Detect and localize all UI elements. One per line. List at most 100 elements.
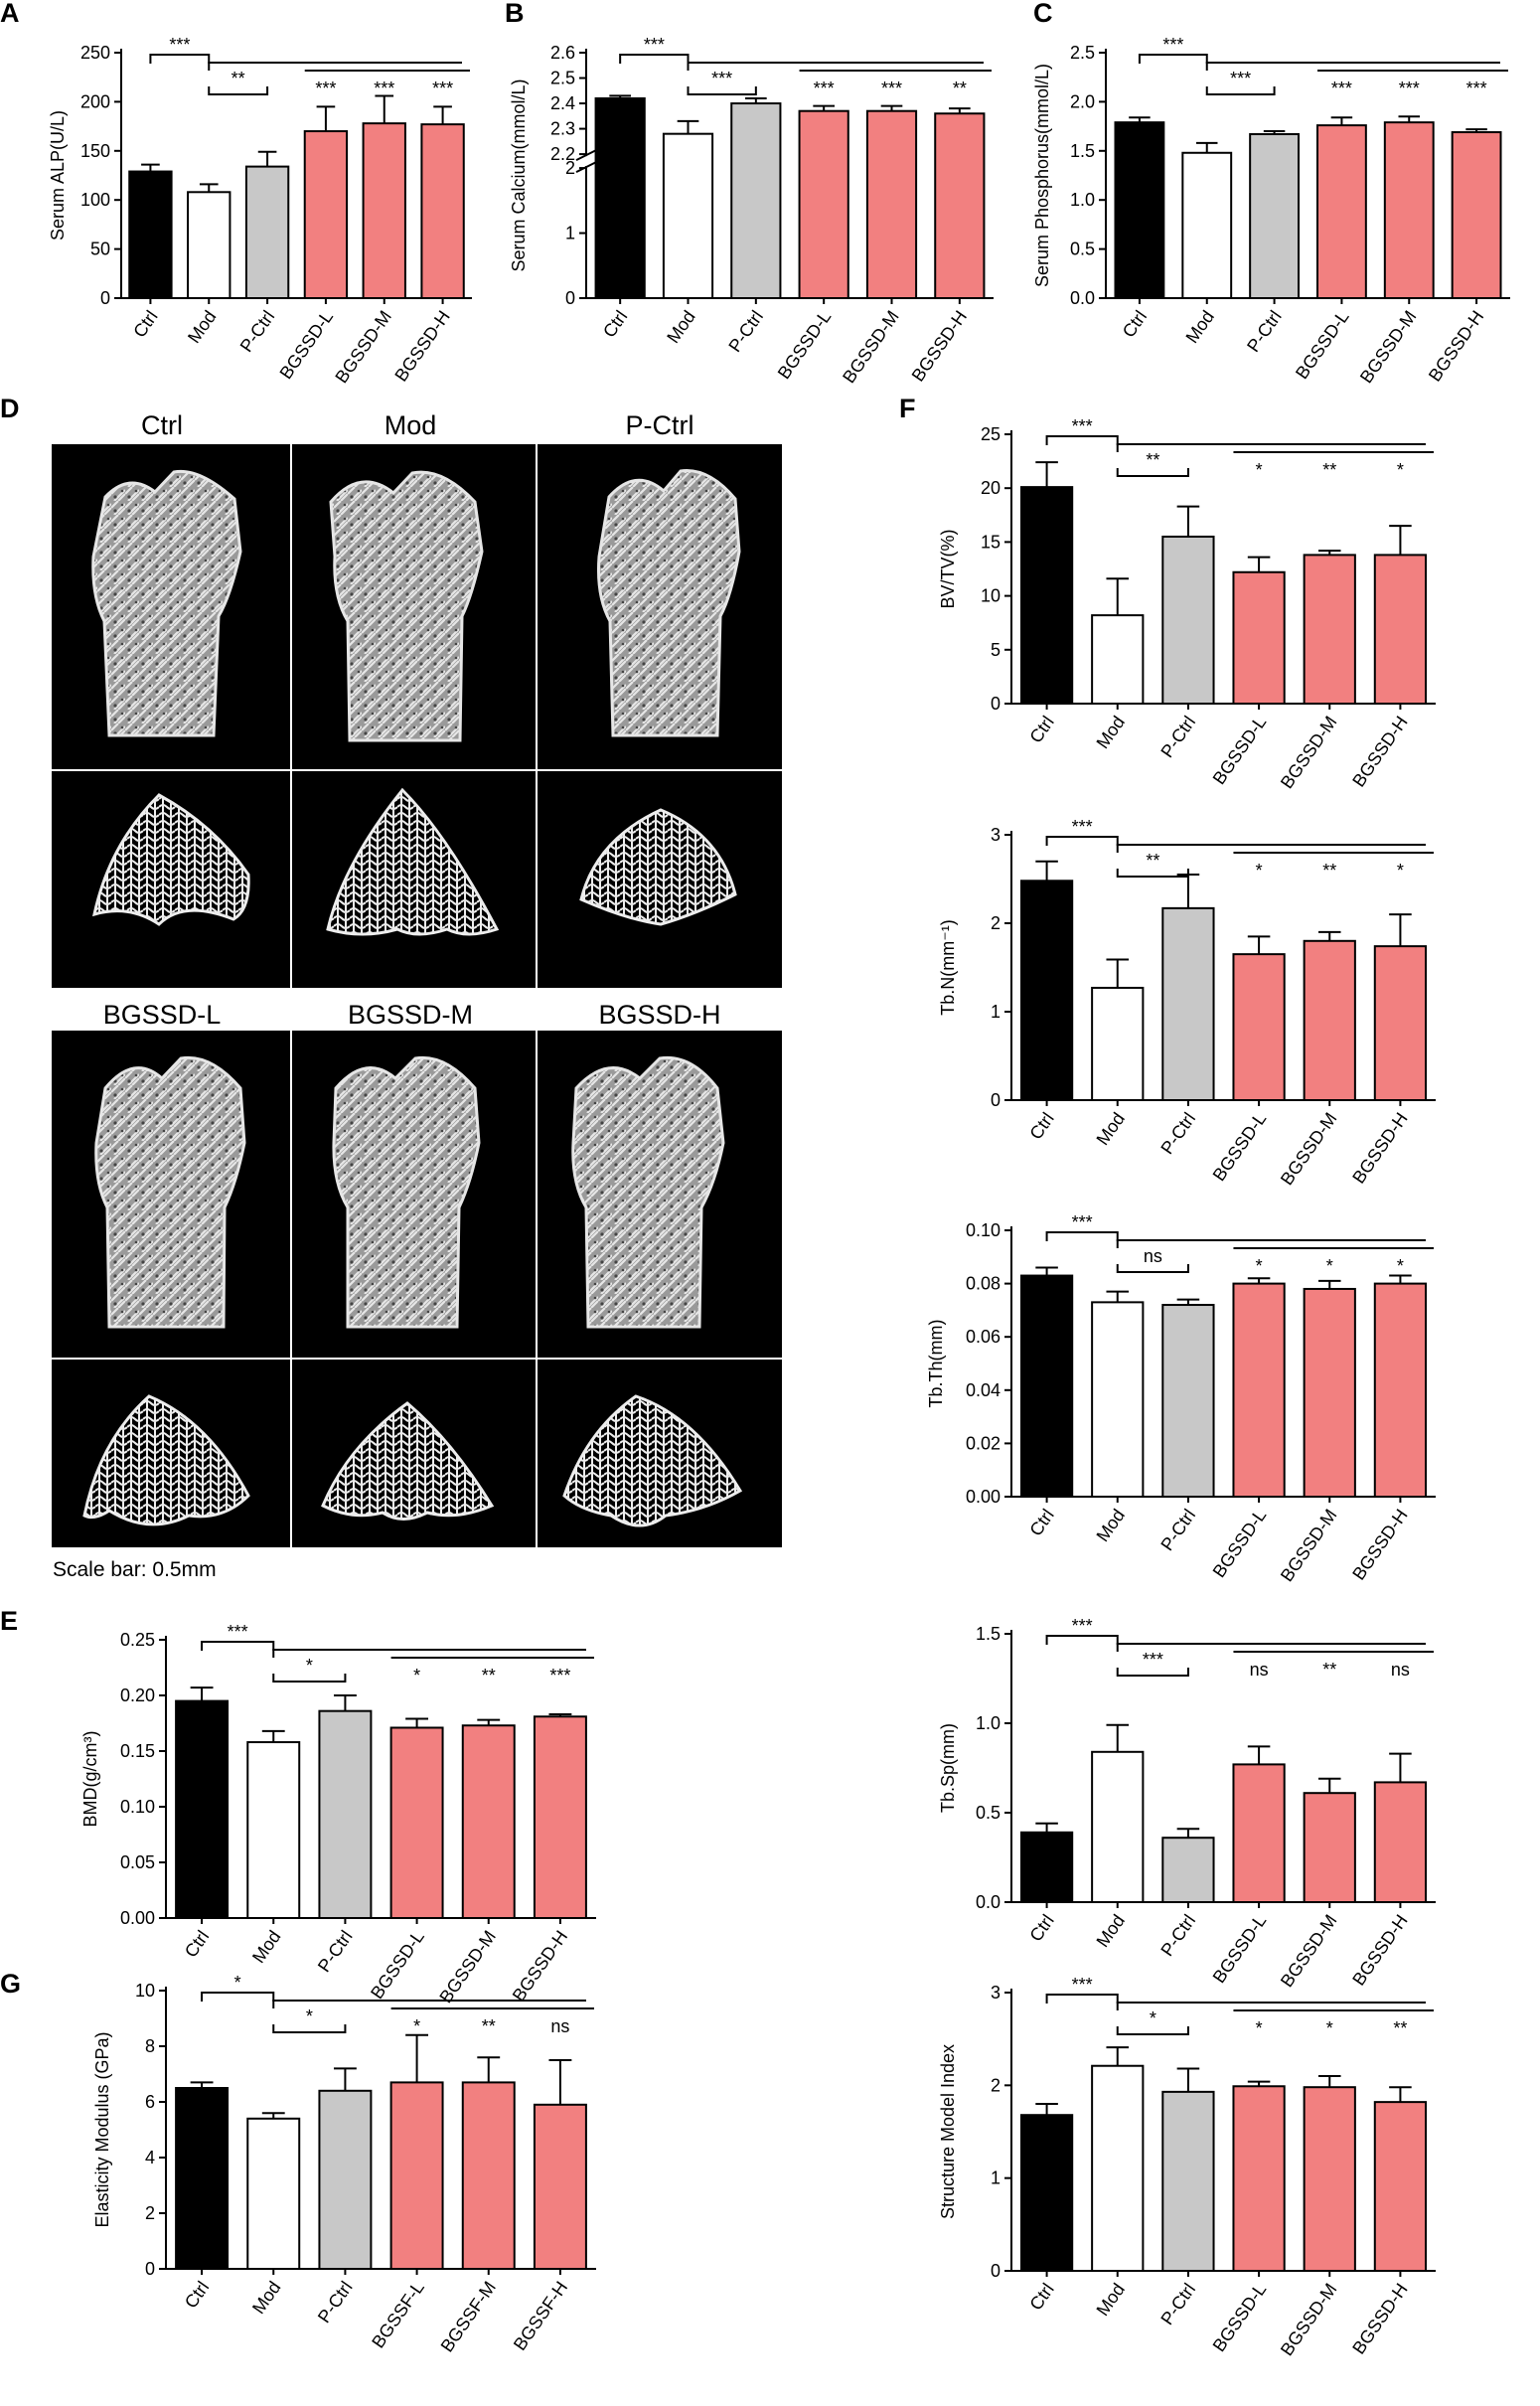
bar (1019, 486, 1074, 705)
significance-bracket (1045, 1231, 1119, 1241)
y-axis-label: BV/TV(%) (938, 529, 958, 608)
x-tick-label: Ctrl (1025, 713, 1057, 746)
x-tick-label: Mod (1093, 713, 1129, 752)
bar (246, 2117, 301, 2271)
significance-bracket (1205, 86, 1276, 95)
y-tick-label: 0 (565, 288, 575, 308)
y-tick-label: 0.5 (1070, 240, 1095, 259)
bar (1303, 2086, 1356, 2272)
bar (1373, 945, 1428, 1102)
significance-label: *** (1143, 1650, 1163, 1670)
panel-letter: G (0, 1969, 21, 1999)
significance-bracket (1045, 1994, 1119, 2004)
significance-label: *** (881, 79, 902, 98)
y-tick-label: 0.15 (120, 1741, 155, 1761)
bar (865, 109, 918, 299)
x-tick-label: BGSSD-M (839, 307, 903, 387)
femur-scan-mod (329, 470, 484, 742)
x-tick-label: BGSSD-H (1348, 2280, 1411, 2358)
significance-label: ** (1322, 1660, 1336, 1680)
y-tick-label: 15 (981, 532, 1001, 552)
bar (1303, 554, 1356, 706)
significance-bracket (1116, 844, 1426, 853)
y-tick-label: 250 (80, 43, 110, 63)
x-tick-label: BGSSD-H (390, 307, 453, 386)
bar (1232, 1763, 1286, 1904)
bar (1114, 121, 1165, 300)
y-tick-label: 2 (991, 913, 1001, 933)
x-tick-label: Ctrl (599, 307, 631, 341)
scale-bar-label: Scale bar: 0.5mm (53, 1558, 217, 1581)
y-tick-label: 0 (991, 2261, 1001, 2281)
y-tick-label: 0.0 (976, 1892, 1001, 1912)
x-tick-label: P-Ctrl (236, 307, 279, 356)
y-tick-label: 6 (145, 2092, 155, 2112)
bar (1315, 124, 1367, 299)
y-tick-label: 150 (80, 141, 110, 161)
significance-label: *** (315, 79, 336, 98)
y-tick-label: 4 (145, 2148, 155, 2167)
significance-bracket (1116, 1239, 1426, 1248)
x-tick-label: P-Ctrl (1156, 713, 1199, 761)
bar (594, 96, 646, 299)
bar (461, 2081, 516, 2270)
y-axis-label: Tb.Sp(mm) (938, 1723, 958, 1813)
x-tick-label: BGSSD-M (1356, 307, 1421, 387)
significance-label: * (1256, 1256, 1263, 1276)
y-tick-label: 0.0 (1070, 288, 1095, 308)
trabecular-section-pctrl (579, 808, 737, 926)
panel-letter: A (0, 0, 20, 28)
x-tick-label: P-Ctrl (314, 1927, 357, 1976)
y-tick-label: 0.06 (966, 1327, 1001, 1347)
significance-bracket (1045, 1635, 1119, 1645)
chart-panel-b: B 0 1 22.2 2.3 2.4 2.5 2.6 Serum Calcium(mmol/L)… (505, 0, 994, 387)
x-tick-label: BGSSD-L (1209, 713, 1271, 788)
femur-scan-bgssd-l (94, 1055, 246, 1329)
x-tick-label: BGSSD-H (1348, 1109, 1411, 1188)
chart-panel-c: C 0.0 0.5 1.0 1.5 2.0 2.5 Serum Phosphorus(mmol… (1032, 0, 1510, 387)
x-tick-label: Mod (1093, 1109, 1129, 1149)
y-tick-label: 0.5 (976, 1803, 1001, 1823)
y-tick-label: 2.3 (550, 119, 575, 139)
bar (533, 2103, 587, 2271)
significance-bracket (1116, 443, 1426, 452)
significance-label: *** (228, 1622, 248, 1642)
bar (1373, 554, 1428, 706)
y-tick-label: 5 (991, 640, 1001, 660)
significance-bracket (1205, 62, 1500, 71)
panel-letter: B (505, 0, 525, 28)
y-axis-label: Serum Phosphorus(mmol/L) (1032, 64, 1052, 287)
bar (362, 122, 406, 299)
x-tick-label: P-Ctrl (724, 307, 767, 356)
significance-label: ** (482, 2016, 496, 2036)
chart-panel-g: G 0 2 4 6 8 10 Elasticity Modulus (GPa) Ctrl Mod P… (0, 1969, 596, 2355)
x-tick-label: BGSSD-L (367, 1927, 428, 2003)
bar (533, 1715, 587, 1920)
chart-panel-f4: 0.00.51.01.5Tb.Sp(mm)Ctrl Mod P-Ctrl BGSSD-… (938, 1616, 1436, 1991)
femur-scan-bgssd-h (571, 1055, 725, 1329)
ct-label-bgssd-l: BGSSD-L (103, 1000, 222, 1030)
x-tick-label: BGSSD-H (1425, 307, 1487, 386)
significance-label: ** (482, 1666, 496, 1685)
trabecular-section-ctrl (92, 793, 250, 926)
chart-panel-e: E 0.00 0.05 0.10 0.15 0.20 0.25 BMD(g/cm³) Ctrl M… (0, 1606, 596, 2006)
significance-bracket (272, 2024, 347, 2033)
significance-label: *** (1072, 817, 1093, 837)
significance-label: * (1256, 861, 1263, 881)
y-tick-label: 100 (80, 190, 110, 210)
significance-label: *** (814, 79, 835, 98)
y-tick-label: 2.5 (1070, 43, 1095, 63)
y-axis-label: Structure Model Index (938, 2044, 958, 2219)
panel-d-letter: D (0, 394, 20, 423)
bar (1232, 953, 1286, 1102)
significance-label: *** (1230, 69, 1251, 88)
ct-label-pctrl: P-Ctrl (626, 410, 694, 440)
y-tick-label: 0.00 (120, 1908, 155, 1928)
ct-label-mod: Mod (385, 410, 437, 440)
x-tick-label: BGSSD-M (1277, 1911, 1341, 1991)
y-tick-label: 1.5 (1070, 141, 1095, 161)
significance-label: * (1256, 460, 1263, 480)
x-tick-label: BGSSD-L (1209, 2280, 1271, 2355)
bar (389, 1726, 444, 1919)
